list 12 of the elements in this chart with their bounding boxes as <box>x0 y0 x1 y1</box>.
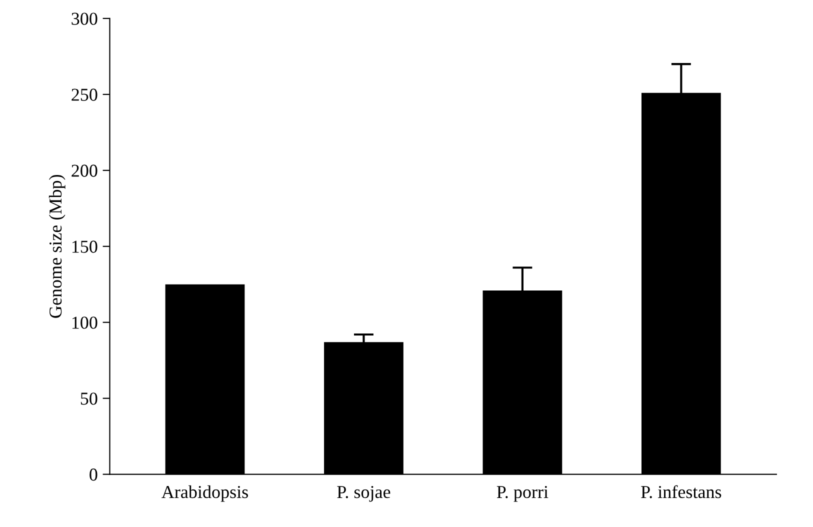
y-tick-label: 50 <box>80 392 98 405</box>
y-axis-title: Genome size (Mbp) <box>48 174 66 318</box>
x-tick-label: P. porri <box>496 486 548 502</box>
y-tick-label: 0 <box>90 468 98 481</box>
y-tick-label: 200 <box>72 164 98 177</box>
y-tick-label: 100 <box>72 316 98 329</box>
x-tick-label: P. sojae <box>337 486 390 502</box>
x-tick-label: P. infestans <box>641 485 722 498</box>
x-tick-label: Arabidopsis <box>162 485 248 502</box>
y-tick-label: 250 <box>72 88 98 101</box>
y-tick-label: 300 <box>72 12 98 25</box>
y-tick-label: 150 <box>72 240 98 253</box>
